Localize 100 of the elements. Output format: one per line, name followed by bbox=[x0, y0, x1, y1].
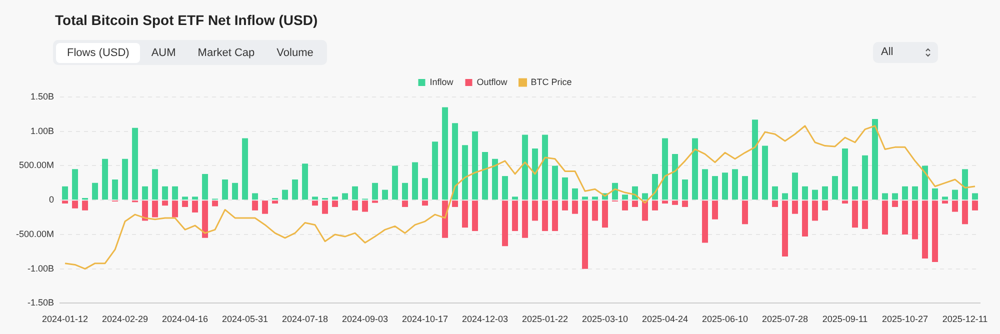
bar bbox=[912, 186, 918, 200]
bar bbox=[72, 200, 78, 208]
bar bbox=[292, 179, 298, 200]
bar bbox=[902, 186, 908, 200]
bar bbox=[532, 200, 538, 221]
bar bbox=[892, 193, 898, 200]
bar bbox=[942, 200, 948, 204]
bar bbox=[792, 200, 798, 214]
bar bbox=[562, 177, 568, 200]
bar bbox=[542, 200, 548, 232]
text: Volume bbox=[276, 46, 314, 60]
y-tick-label: -1.50B bbox=[27, 298, 54, 308]
bar bbox=[342, 193, 348, 200]
bar bbox=[642, 193, 648, 200]
x-tick-label: 2025-06-10 bbox=[702, 314, 748, 324]
y-tick-label: -1.00B bbox=[27, 263, 54, 274]
bar bbox=[862, 200, 868, 229]
bar bbox=[912, 200, 918, 240]
bar bbox=[552, 200, 558, 232]
bar bbox=[782, 193, 788, 200]
x-tick-label: 2025-09-11 bbox=[822, 314, 868, 324]
x-tick-label: 2025-12-11 bbox=[942, 314, 988, 324]
x-tick-label: 2024-12-03 bbox=[462, 314, 508, 324]
x-tick-label: 2025-01-22 bbox=[522, 314, 568, 324]
x-tick-label: 2025-07-28 bbox=[762, 314, 808, 324]
bar bbox=[842, 148, 848, 200]
bar bbox=[642, 200, 648, 221]
bar bbox=[582, 200, 588, 269]
bar bbox=[412, 162, 418, 200]
bar bbox=[932, 188, 938, 200]
text: Market Cap bbox=[196, 46, 256, 60]
bar bbox=[112, 179, 118, 200]
bar bbox=[432, 142, 438, 200]
bar bbox=[722, 172, 728, 200]
bar bbox=[672, 200, 678, 205]
bar bbox=[382, 190, 388, 200]
bar bbox=[572, 188, 578, 200]
x-tick-label: 2024-01-12 bbox=[42, 314, 88, 324]
bar bbox=[192, 196, 198, 200]
bar bbox=[862, 155, 868, 200]
bar bbox=[692, 138, 698, 200]
x-tick-label: 2024-07-18 bbox=[282, 314, 328, 324]
bar bbox=[932, 200, 938, 262]
bar bbox=[622, 200, 628, 210]
bar bbox=[352, 200, 358, 210]
bar bbox=[952, 200, 958, 212]
bar bbox=[672, 154, 678, 200]
bar bbox=[462, 200, 468, 228]
bar bbox=[542, 134, 548, 200]
bar bbox=[362, 200, 368, 212]
bar bbox=[62, 186, 68, 200]
bar bbox=[312, 196, 318, 200]
bar bbox=[562, 200, 568, 210]
bar bbox=[882, 193, 888, 200]
bar bbox=[452, 123, 458, 200]
bar bbox=[852, 186, 858, 200]
bar bbox=[172, 186, 178, 200]
bar bbox=[852, 200, 858, 228]
bar bbox=[472, 200, 478, 232]
bar bbox=[82, 200, 88, 210]
bar bbox=[72, 169, 78, 200]
bar bbox=[522, 200, 528, 238]
bar bbox=[502, 176, 508, 200]
bar bbox=[662, 138, 668, 200]
bar bbox=[732, 169, 738, 200]
bar bbox=[792, 172, 798, 200]
bar bbox=[762, 146, 768, 200]
bar bbox=[872, 118, 878, 200]
bar bbox=[772, 200, 778, 207]
bar bbox=[282, 190, 288, 200]
bar bbox=[372, 182, 378, 200]
bar bbox=[242, 138, 248, 200]
bar bbox=[742, 200, 748, 224]
bar bbox=[972, 193, 978, 200]
bar bbox=[702, 200, 708, 243]
bar bbox=[972, 200, 978, 210]
bar bbox=[472, 131, 478, 200]
bar bbox=[502, 200, 508, 246]
bar bbox=[752, 120, 758, 200]
bar bbox=[162, 186, 168, 200]
bar bbox=[152, 169, 158, 200]
y-tick-label: -500.00M bbox=[16, 228, 54, 239]
bar bbox=[682, 200, 688, 207]
bar bbox=[462, 145, 468, 200]
bar bbox=[452, 200, 458, 207]
x-tick-label: 2024-04-16 bbox=[162, 314, 208, 324]
bar bbox=[272, 200, 278, 204]
x-tick-label: 2024-10-17 bbox=[402, 314, 448, 324]
y-tick-label: 1.00B bbox=[30, 126, 54, 136]
bar bbox=[742, 176, 748, 200]
bar bbox=[402, 200, 408, 207]
bar bbox=[212, 200, 218, 206]
bar bbox=[922, 166, 928, 200]
bar bbox=[392, 166, 398, 200]
bar bbox=[812, 200, 818, 221]
bar bbox=[532, 148, 538, 200]
bar bbox=[182, 200, 188, 207]
bar bbox=[332, 200, 338, 207]
x-tick-label: 2024-09-03 bbox=[342, 314, 388, 324]
bar bbox=[252, 200, 258, 210]
